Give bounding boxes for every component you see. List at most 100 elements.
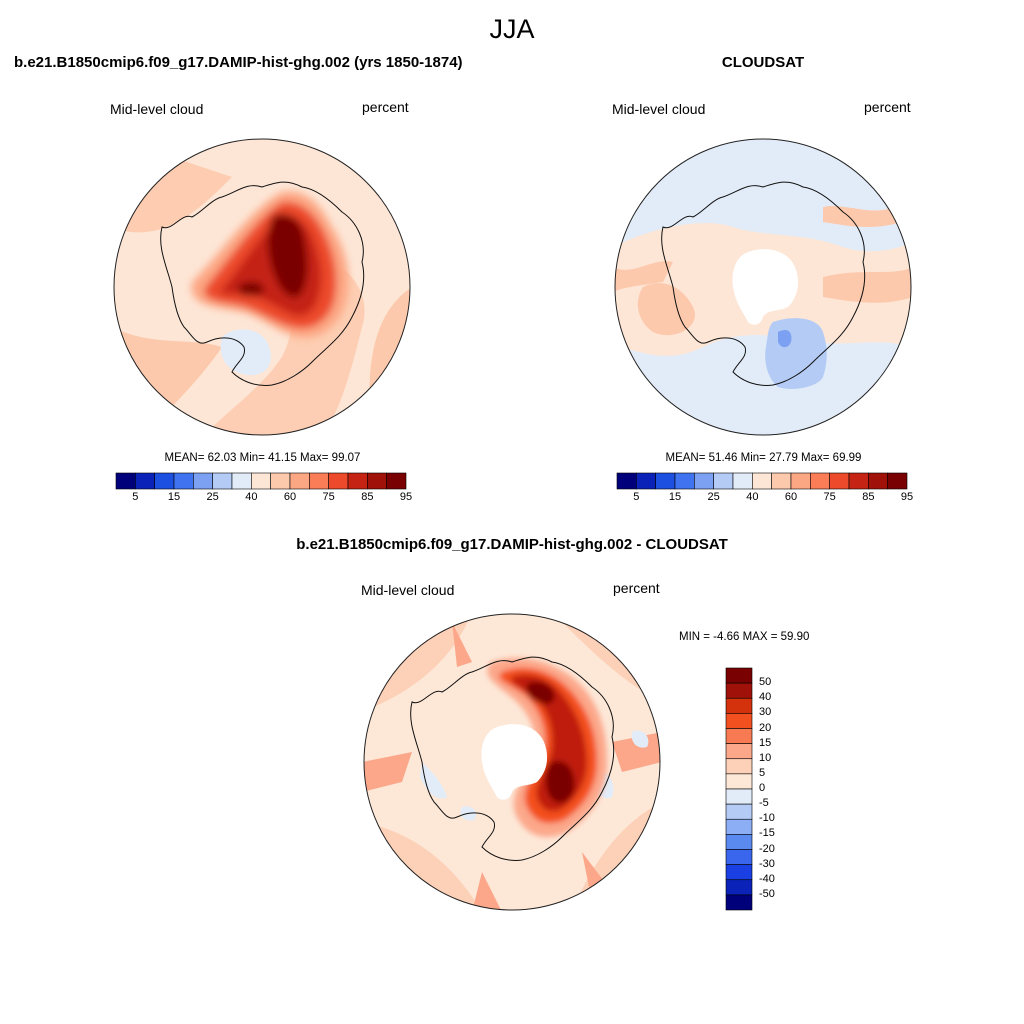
model-variable-label: Mid-level cloud — [110, 101, 204, 117]
colorbar-tick-label: 30 — [759, 706, 772, 719]
obs-map-boundary — [614, 138, 912, 436]
diff-colorbar — [725, 667, 753, 911]
colorbar-swatch — [289, 472, 310, 490]
colorbar-swatch — [347, 472, 368, 490]
colorbar-swatch — [616, 472, 637, 490]
colorbar-tick-label: 60 — [784, 491, 798, 503]
colorbar-tick-label: 85 — [361, 491, 374, 503]
obs-contour-region — [765, 318, 827, 389]
diff-stats-text: MIN = -4.66 MAX = 59.90 — [679, 631, 810, 643]
colorbar-tick-label: 40 — [759, 691, 772, 704]
colorbar-swatch — [725, 788, 753, 805]
diff-units-label: percent — [613, 580, 660, 596]
colorbar-swatch — [386, 472, 407, 490]
colorbar-swatch — [674, 472, 695, 490]
obs-contour-region — [637, 283, 695, 336]
colorbar-swatch — [328, 472, 349, 490]
colorbar-tick-label: 85 — [862, 491, 875, 503]
colorbar-tick-label: 5 — [132, 491, 139, 503]
colorbar-swatch — [810, 472, 830, 490]
model-colorbar — [115, 472, 407, 490]
diff-missing-data-hole — [481, 724, 548, 800]
colorbar-tick-label: -50 — [759, 887, 775, 900]
model-contour-region — [267, 213, 308, 298]
colorbar-swatch — [115, 472, 136, 490]
colorbar-tick-label: -10 — [759, 812, 775, 825]
colorbar-swatch — [725, 849, 753, 865]
colorbar-tick-label: 20 — [759, 721, 772, 734]
colorbar-tick-label: -5 — [759, 797, 769, 810]
colorbar-swatch — [752, 472, 772, 490]
colorbar-swatch — [193, 472, 213, 490]
colorbar-swatch — [713, 472, 734, 490]
colorbar-swatch — [790, 472, 811, 490]
colorbar-swatch — [725, 682, 753, 699]
colorbar-swatch — [725, 728, 753, 744]
model-polar-map — [113, 138, 411, 436]
colorbar-swatch — [725, 697, 753, 714]
colorbar-swatch — [725, 713, 753, 729]
obs-variable-label: Mid-level cloud — [612, 101, 706, 117]
model-map-boundary — [113, 138, 411, 436]
figure-title: JJA — [489, 14, 535, 44]
colorbar-tick-label: -20 — [759, 842, 775, 855]
colorbar-swatch — [655, 472, 676, 490]
model-panel-title: b.e21.B1850cmip6.f09_g17.DAMIP-hist-ghg.… — [14, 54, 463, 71]
colorbar-swatch — [887, 472, 908, 490]
diff-contour-region — [612, 732, 660, 772]
obs-colorbar-ticks: 5 15 25 40 60 75 85 95 — [617, 491, 913, 507]
colorbar-swatch — [270, 472, 291, 490]
diff-colorbar-ticks: 50 40 30 20 15 10 5 0 -5 -10 -15 -20 -30 -40 -50 — [757, 668, 817, 910]
obs-stats-text: MEAN= 51.46 Min= 27.79 Max= 69.99 — [665, 452, 862, 464]
colorbar-swatch — [868, 472, 888, 490]
colorbar-tick-label: 25 — [707, 491, 720, 503]
obs-contour-region — [778, 330, 792, 348]
model-stats-text: MEAN= 62.03 Min= 41.15 Max= 99.07 — [164, 452, 361, 464]
colorbar-swatch — [367, 472, 387, 490]
colorbar-tick-label: 0 — [759, 782, 766, 794]
diff-contour-region — [452, 622, 472, 667]
colorbar-swatch — [848, 472, 869, 490]
diff-antarctica-coastline — [410, 656, 615, 861]
colorbar-swatch — [135, 472, 155, 490]
colorbar-swatch — [725, 773, 753, 790]
colorbar-tick-label: 95 — [399, 491, 413, 503]
colorbar-swatch — [725, 667, 753, 684]
obs-colorbar — [616, 472, 908, 490]
obs-contour-region — [615, 261, 673, 292]
colorbar-swatch — [636, 472, 656, 490]
diff-contour-region — [545, 761, 575, 803]
colorbar-tick-label: 15 — [759, 736, 772, 749]
colorbar-swatch — [173, 472, 194, 490]
colorbar-swatch — [732, 472, 753, 490]
model-colorbar-ticks: 5 15 25 40 60 75 85 95 — [116, 491, 412, 507]
diff-variable-label: Mid-level cloud — [361, 582, 455, 598]
colorbar-tick-label: 60 — [283, 491, 297, 503]
diff-polar-map — [363, 613, 661, 911]
colorbar-tick-label: 15 — [668, 491, 682, 503]
colorbar-swatch — [725, 758, 753, 775]
colorbar-tick-label: -30 — [759, 857, 775, 870]
obs-units-label: percent — [864, 99, 911, 115]
diff-map-boundary — [363, 613, 661, 911]
colorbar-tick-label: 40 — [746, 491, 759, 503]
obs-contour-region — [823, 267, 911, 303]
model-contour-region — [220, 329, 271, 376]
colorbar-swatch — [694, 472, 714, 490]
obs-missing-data-hole — [732, 249, 799, 325]
colorbar-swatch — [231, 472, 252, 490]
colorbar-tick-label: 10 — [759, 751, 772, 764]
colorbar-swatch — [725, 834, 753, 850]
colorbar-swatch — [725, 864, 753, 881]
obs-panel-title: CLOUDSAT — [721, 54, 805, 71]
colorbar-tick-label: 5 — [759, 766, 766, 779]
colorbar-tick-label: 5 — [633, 491, 640, 503]
diff-contour-region — [525, 681, 555, 704]
colorbar-tick-label: 50 — [759, 676, 772, 689]
obs-antarctica-coastline — [661, 181, 866, 386]
model-contour-region — [237, 281, 265, 296]
colorbar-swatch — [725, 743, 753, 760]
colorbar-tick-label: 25 — [206, 491, 219, 503]
model-units-label: percent — [362, 99, 409, 115]
colorbar-tick-label: 15 — [167, 491, 181, 503]
